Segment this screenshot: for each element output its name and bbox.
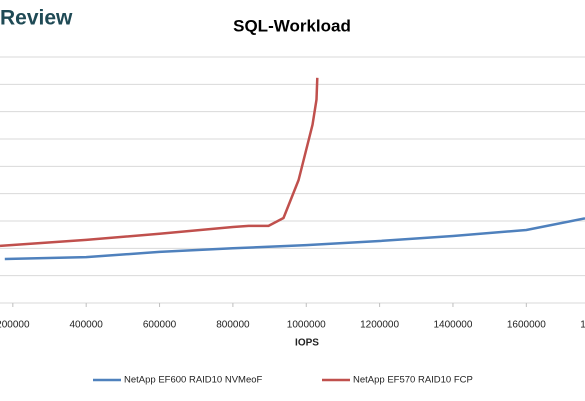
series-line xyxy=(0,77,319,248)
x-tick-label: 1400000 xyxy=(433,320,472,331)
x-tick-label: 1600000 xyxy=(507,320,546,331)
brand: Review xyxy=(0,7,73,30)
x-tick-label: 1000000 xyxy=(287,320,326,331)
legend-label: NetApp EF570 RAID10 FCP xyxy=(353,375,473,386)
x-tick-label: 1800000 xyxy=(580,320,585,331)
x-tick-label: 1200000 xyxy=(360,320,399,331)
x-axis-title: IOPS xyxy=(295,338,319,349)
x-tick-label: 200000 xyxy=(0,320,30,331)
x-tick-label: 400000 xyxy=(70,320,104,331)
x-tick-label: 600000 xyxy=(143,320,177,331)
legend-label: NetApp EF600 RAID10 NVMeoF xyxy=(124,375,263,386)
series-line xyxy=(4,217,585,261)
chart-title: SQL-Workload xyxy=(233,16,351,35)
x-tick-label: 800000 xyxy=(216,320,250,331)
